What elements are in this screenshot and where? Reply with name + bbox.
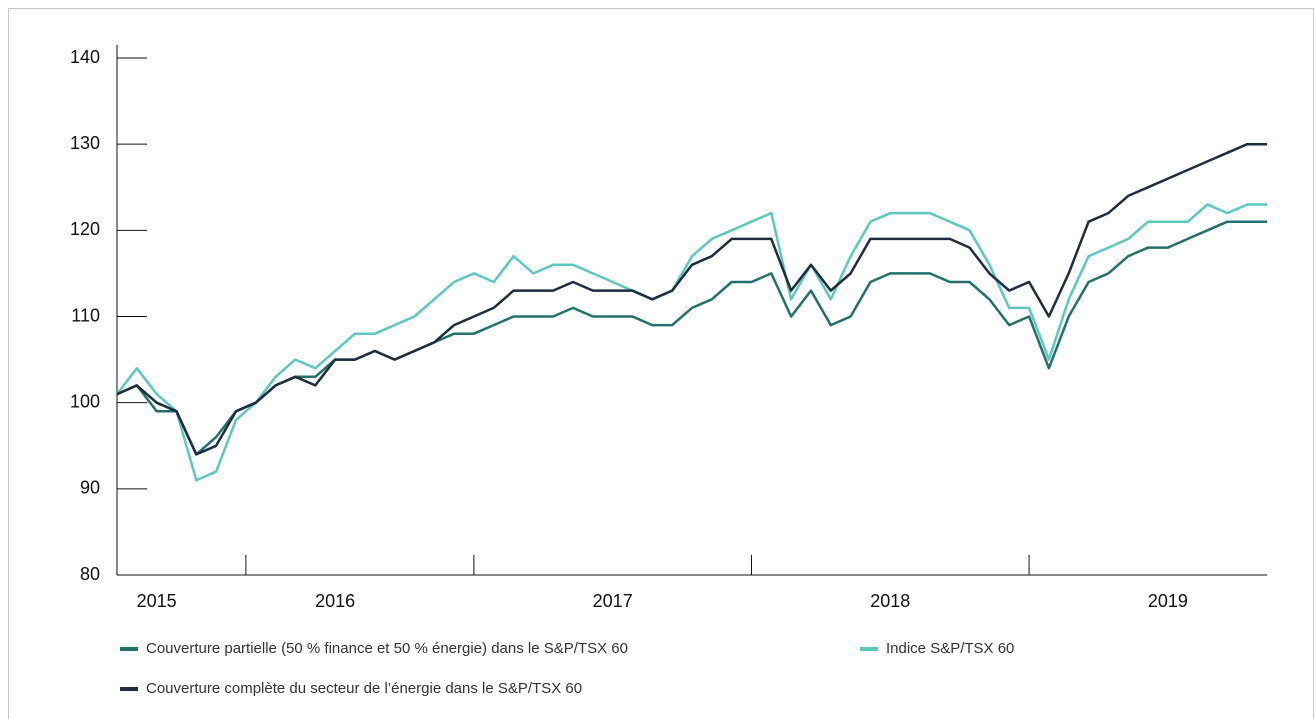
legend-label: Indice S&P/TSX 60	[886, 640, 1014, 657]
series-line	[116, 142, 1267, 456]
y-tick-label: 90	[80, 478, 100, 498]
y-tick-label: 110	[71, 305, 100, 325]
x-tick-label: 2015	[137, 591, 177, 611]
series-line	[116, 220, 1267, 456]
x-tick-label: 2016	[315, 591, 355, 611]
frame	[8, 8, 1314, 719]
y-tick-label: 130	[70, 133, 100, 153]
y-tick-label: 100	[70, 391, 100, 411]
x-tick-label: 2019	[1148, 591, 1188, 611]
y-tick-label: 80	[80, 564, 100, 584]
x-tick-label: 2017	[593, 591, 633, 611]
legend-label: Couverture partielle (50 % finance et 50…	[146, 640, 628, 657]
y-tick-label: 140	[70, 47, 100, 67]
legend-swatch	[120, 647, 138, 651]
y-tick-label: 120	[70, 219, 100, 239]
legend-swatch	[120, 687, 138, 691]
legend-label: Couverture complète du secteur de l’éner…	[146, 680, 582, 697]
x-tick-label: 2018	[870, 591, 910, 611]
legend-swatch	[860, 647, 878, 651]
series-line	[116, 203, 1267, 482]
